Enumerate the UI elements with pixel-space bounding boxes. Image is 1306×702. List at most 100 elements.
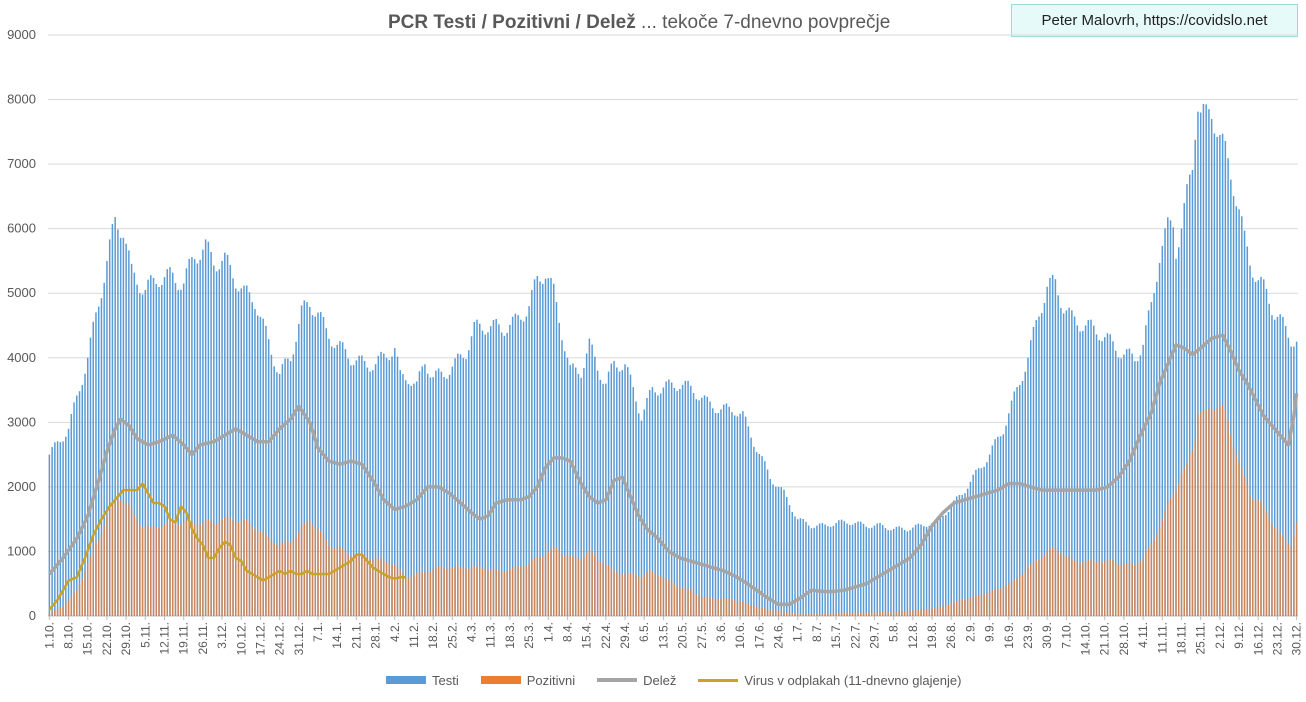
bar-testi [402,374,404,616]
bar-testi [374,364,377,616]
bar-testi [772,484,774,616]
bar-pozitivni [484,569,486,616]
bar-testi [1079,331,1081,616]
bar-pozitivni [454,566,456,616]
bar-pozitivni [78,584,81,616]
bar-pozitivni [1282,536,1284,616]
bar-pozitivni [1019,576,1021,616]
bar-testi [1103,337,1106,616]
bar-testi [177,290,179,616]
bar-testi [969,481,972,616]
bar-pozitivni [473,566,476,616]
bar-testi [1145,325,1147,616]
bar-pozitivni [747,603,750,616]
x-tick-label: 18.3. [503,622,517,649]
bar-testi [459,354,462,616]
bar-testi [404,380,407,616]
bar-pozitivni [591,551,593,616]
x-tick-label: 23.12. [1270,622,1284,655]
bar-pozitivni [147,525,149,616]
bar-pozitivni [892,612,895,616]
bar-pozitivni [542,556,544,616]
bar-testi [372,370,374,616]
bar-pozitivni [977,595,980,616]
bar-pozitivni [295,537,297,616]
bar-pozitivni [670,581,673,616]
bar-testi [391,356,393,616]
bar-pozitivni [92,549,94,616]
bar-testi [273,366,275,616]
bar-pozitivni [843,612,846,616]
bar-testi [698,400,700,616]
bar-testi [100,298,103,616]
bar-testi [1252,277,1254,616]
bar-pozitivni [764,608,766,616]
bar-pozitivni [314,527,317,616]
bar-pozitivni [544,554,547,616]
bar-pozitivni [289,542,292,616]
bar-testi [818,523,821,616]
bar-pozitivni [317,528,319,616]
bar-testi [851,524,854,616]
bar-pozitivni [1232,446,1235,616]
bar-testi [953,500,955,616]
bar-pozitivni [62,606,64,616]
bar-pozitivni [182,522,185,616]
bar-pozitivni [1219,406,1221,616]
bar-pozitivni [70,596,73,616]
bar-testi [964,493,966,616]
bar-testi [161,285,163,616]
bar-testi [988,454,991,616]
bar-testi [892,528,895,616]
bar-pozitivni [994,588,996,616]
bar-pozitivni [325,539,327,616]
bar-testi [1016,387,1018,616]
bar-testi [838,520,840,616]
bar-pozitivni [369,558,371,616]
bar-pozitivni [432,569,434,616]
bar-pozitivni [169,520,171,616]
bar-pozitivni [832,613,835,616]
bar-pozitivni [492,569,495,616]
bar-pozitivni [755,606,758,616]
bar-pozitivni [1079,562,1081,616]
bar-pozitivni [399,569,402,616]
bar-testi [514,313,517,616]
x-tick-label: 13.5. [656,622,670,649]
bar-testi [895,526,898,616]
bar-pozitivni [950,603,952,616]
bar-pozitivni [999,588,1002,616]
bar-testi [1156,281,1158,616]
bar-testi [317,312,319,616]
x-tick-label: 11.3. [484,622,498,648]
bar-testi [276,372,278,616]
bar-testi [898,526,900,616]
bar-pozitivni [1082,562,1084,616]
bar-testi [659,393,662,616]
bar-testi [240,288,243,616]
bar-testi [1147,310,1150,616]
bar-pozitivni [1073,560,1076,616]
bar-pozitivni [130,508,133,616]
bar-pozitivni [1175,490,1177,616]
bar-pozitivni [733,600,736,616]
bar-testi [843,521,846,616]
bar-pozitivni [1093,560,1095,616]
legend: Testi Pozitivni Delež Virus v odplakah (… [386,671,983,689]
bar-pozitivni [311,525,314,616]
bar-pozitivni [934,608,936,616]
series-line-delez [48,333,1299,607]
bar-testi [300,305,303,616]
bar-testi [388,360,391,616]
legend-label-delez: Delež [643,672,677,688]
y-tick-label: 0 [29,608,36,623]
chart-title: PCR Testi / Pozitivni / Delež ... tekoče… [388,12,890,34]
bar-pozitivni [783,611,785,616]
bar-testi [306,302,308,616]
bar-pozitivni [665,578,667,616]
bar-pozitivni [1279,532,1281,616]
bar-testi [81,385,84,616]
bar-testi [788,505,791,616]
bar-testi [171,272,174,616]
bar-pozitivni [1109,559,1111,616]
